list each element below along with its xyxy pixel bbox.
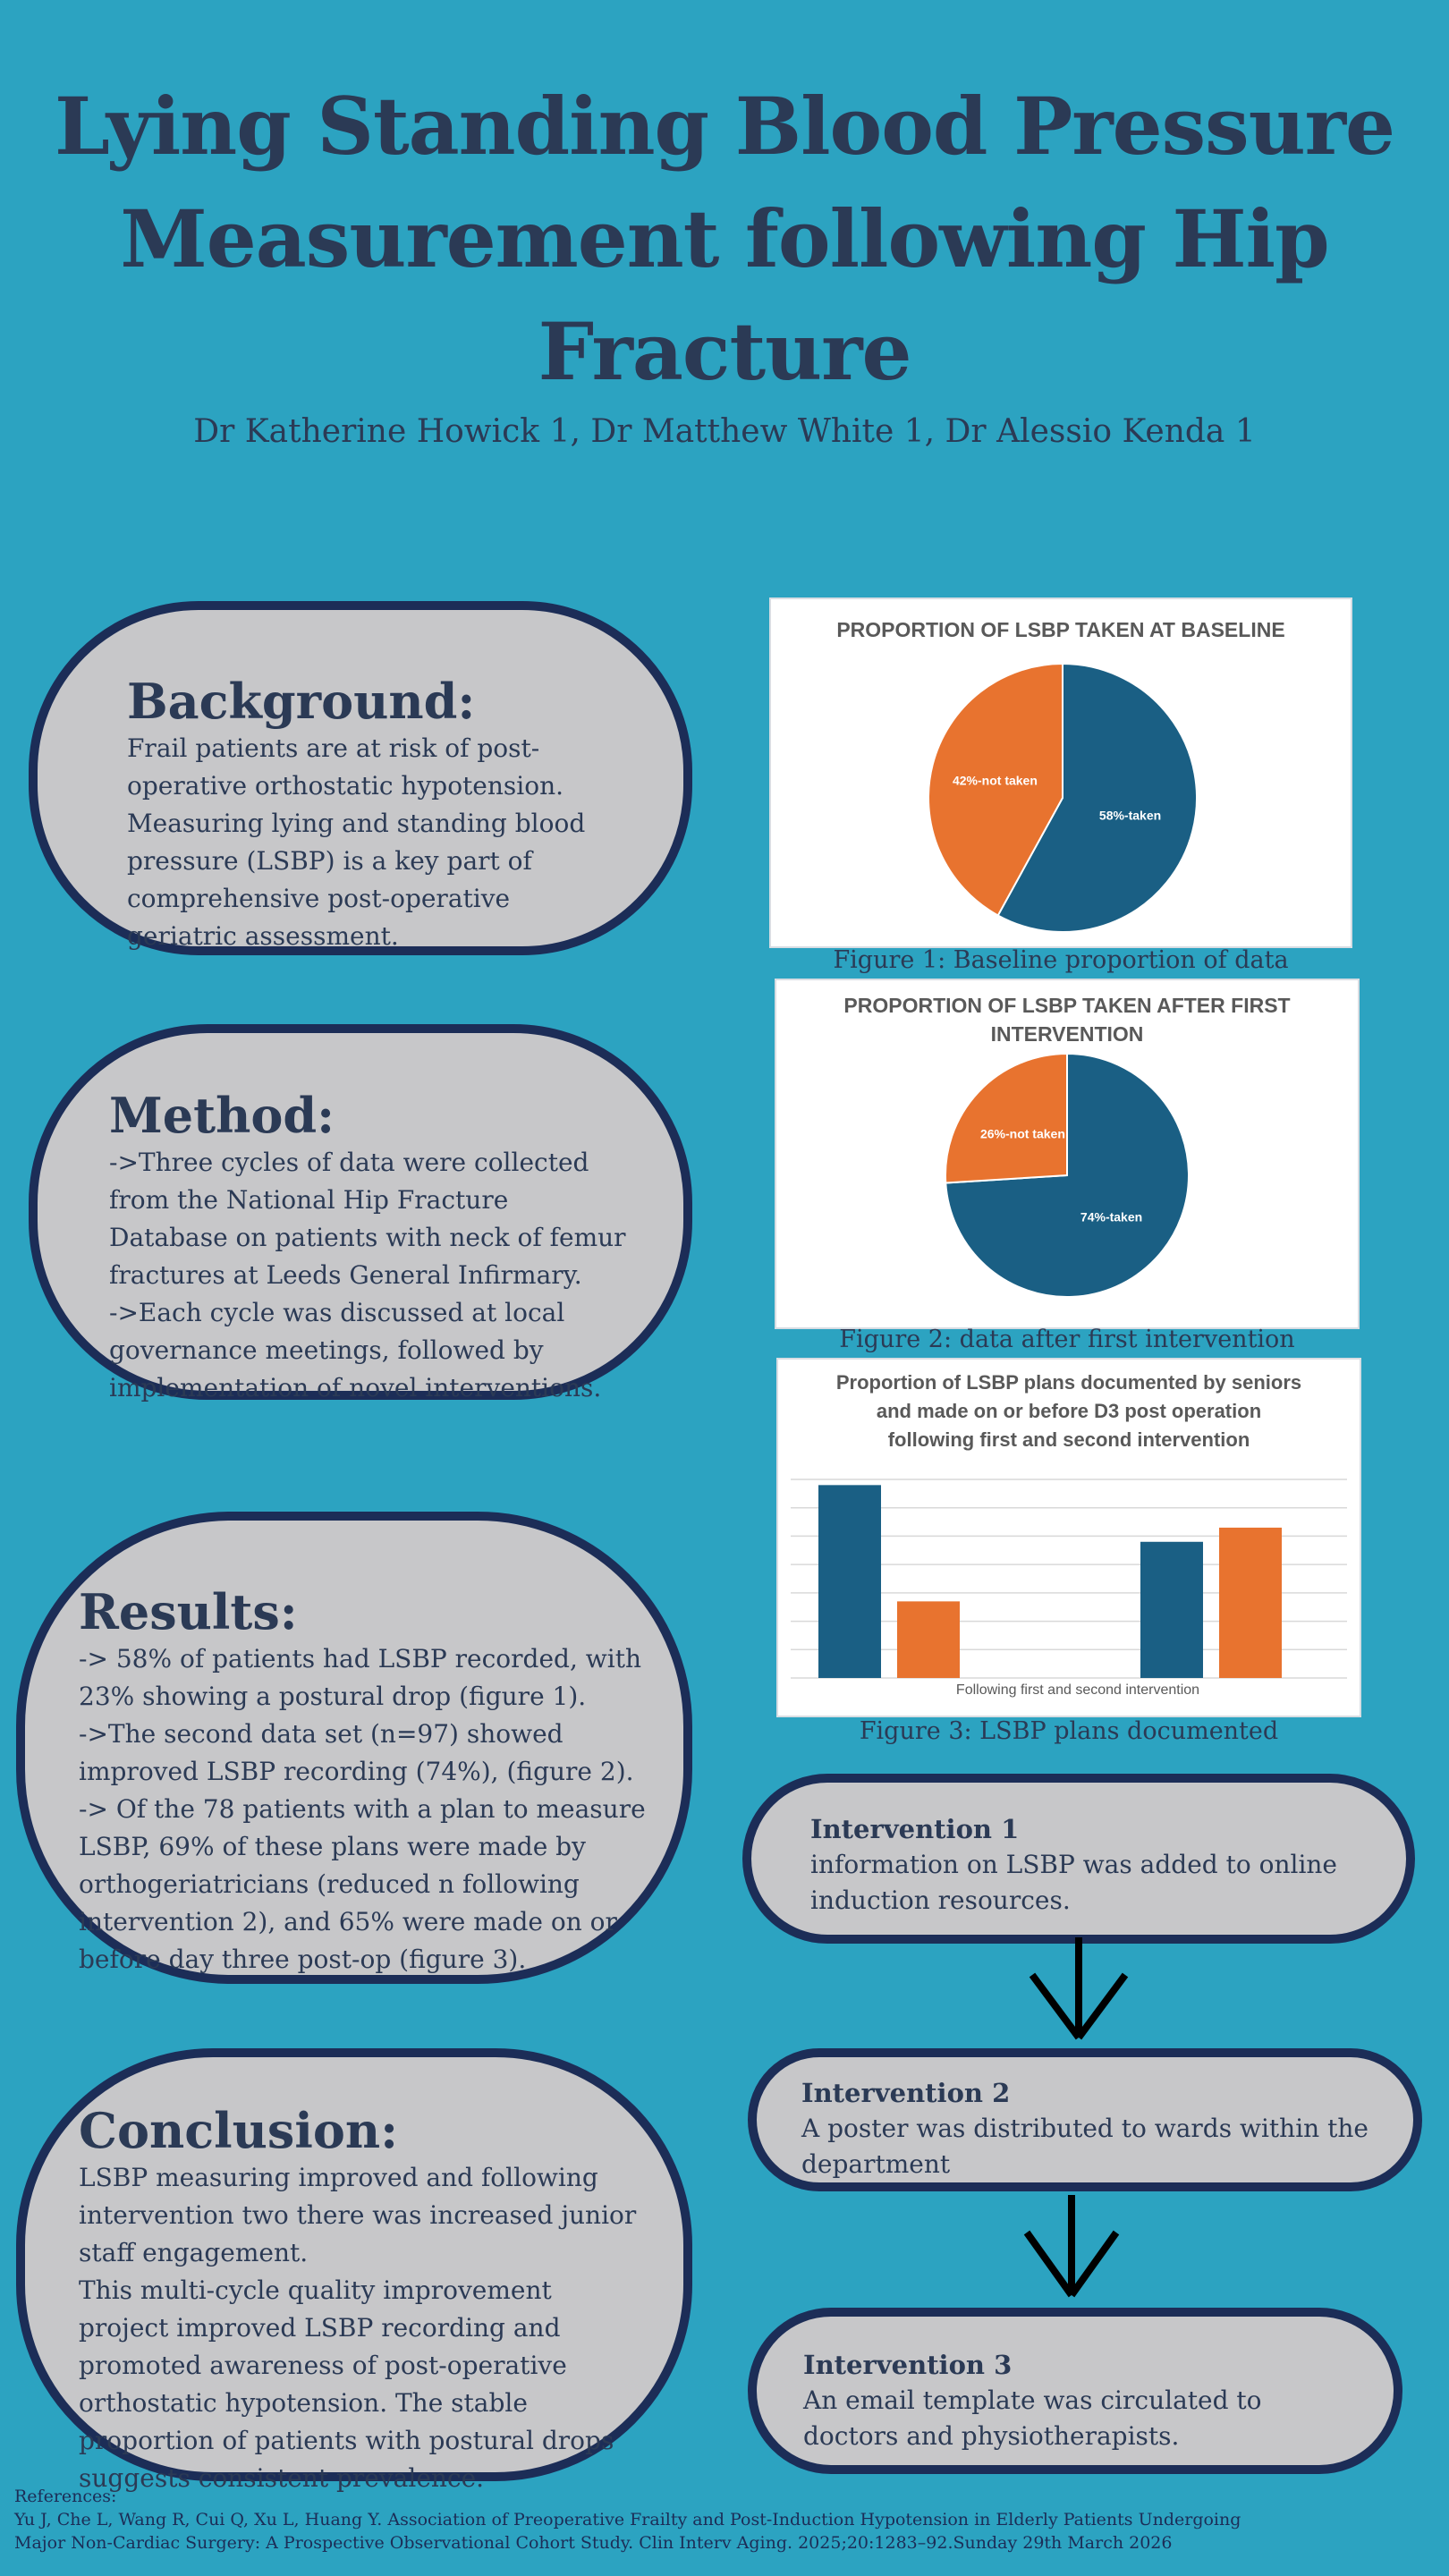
intervention-2-title: Intervention 2 [801, 2078, 1011, 2108]
bar [897, 1601, 960, 1678]
title-line-3: Fracture [538, 305, 912, 398]
intervention-1-title: Intervention 1 [810, 1814, 1020, 1844]
bar [1140, 1541, 1203, 1678]
intervention-2-text: A poster was distributed to wards within… [801, 2114, 1368, 2179]
background-heading: Background: [127, 673, 476, 730]
background-body: Frail patients are at risk of post-opera… [127, 733, 586, 951]
x-axis-label: Following first and second intervention [956, 1682, 1199, 1698]
method-heading: Method: [109, 1087, 335, 1144]
references-heading: References: [14, 2487, 117, 2506]
pie-slice-label: 42%-not taken [953, 774, 1038, 788]
arrow-down-icon [1023, 2195, 1120, 2298]
figure-2-pie: 74%-taken 26%-not taken [945, 1052, 1190, 1298]
results-line: ->The second data set (n=97) showed impr… [79, 1719, 634, 1786]
figure-3-title-line-1: Proportion of LSBP plans documented by s… [835, 1371, 1302, 1394]
intervention-3-title: Intervention 3 [803, 2350, 1013, 2380]
figure-3: Proportion of LSBP plans documented by s… [776, 1358, 1361, 1717]
figure-1: PROPORTION OF LSBP TAKEN AT BASELINE 58%… [769, 597, 1352, 948]
pie-slice [945, 1052, 1068, 1184]
figure-2-title-line-1: PROPORTION OF LSBP TAKEN AFTER FIRST [843, 994, 1291, 1017]
figure-2: PROPORTION OF LSBP TAKEN AFTER FIRST INT… [775, 979, 1360, 1329]
authors: Dr Katherine Howick 1, Dr Matthew White … [193, 413, 1256, 450]
bar [818, 1485, 881, 1678]
conclusion-line: This multi-cycle quality improvement pro… [79, 2275, 614, 2493]
figure-2-title-line-2: INTERVENTION [990, 1022, 1144, 1046]
intervention-3-text: An email template was circulated to doct… [803, 2385, 1262, 2451]
intervention-2: Intervention 2 A poster was distributed … [748, 2048, 1422, 2191]
method-line: ->Each cycle was discussed at local gove… [109, 1298, 602, 1402]
figure-3-caption: Figure 3: LSBP plans documented [859, 1717, 1279, 1745]
pie-slice-label: 26%-not taken [980, 1126, 1065, 1140]
pie-slice-label: 74%-taken [1080, 1210, 1142, 1224]
method-line: ->Three cycles of data were collected fr… [109, 1148, 626, 1290]
pie-slice [996, 662, 1198, 933]
conclusion-heading: Conclusion: [79, 2102, 399, 2159]
conclusion-line: LSBP measuring improved and following in… [79, 2163, 637, 2267]
arrow-down-icon [1029, 1937, 1129, 2040]
pie-slice-label: 58%-taken [1099, 808, 1161, 822]
poster-title: Lying Standing Blood Pressure Measuremen… [54, 70, 1395, 408]
pie-slice [928, 662, 1063, 917]
reference-line: Major Non-Cardiac Surgery: A Prospective… [14, 2533, 1173, 2553]
intervention-1-text: information on LSBP was added to online … [810, 1850, 1337, 1915]
figure-1-pie: 58%-taken 42%-not taken [928, 662, 1198, 933]
figure-1-caption: Figure 1: Baseline proportion of data [833, 946, 1289, 974]
intervention-3: Intervention 3 An email template was cir… [748, 2308, 1402, 2474]
figure-2-caption: Figure 2: data after first intervention [839, 1326, 1295, 1353]
references: References: Yu J, Che L, Wang R, Cui Q, … [14, 2485, 1428, 2555]
background-section: Background: Frail patients are at risk o… [29, 601, 692, 955]
results-heading: Results: [79, 1583, 298, 1640]
figure-1-title: PROPORTION OF LSBP TAKEN AT BASELINE [836, 618, 1285, 641]
results-line: -> Of the 78 patients with a plan to mea… [79, 1794, 646, 1974]
figure-3-title-line-2: and made on or before D3 post operation [876, 1400, 1262, 1422]
title-line-1: Lying Standing Blood Pressure [54, 80, 1395, 173]
method-section: Method: ->Three cycles of data were coll… [29, 1024, 692, 1402]
figure-3-bar-chart: Following first and second intervention [791, 1479, 1347, 1698]
intervention-1: Intervention 1 information on LSBP was a… [742, 1774, 1415, 1944]
bar [1219, 1527, 1282, 1678]
reference-line: Yu J, Che L, Wang R, Cui Q, Xu L, Huang … [14, 2510, 1241, 2529]
title-line-2: Measurement following Hip [120, 192, 1329, 285]
results-section: Results: -> 58% of patients had LSBP rec… [16, 1512, 692, 1984]
results-line: -> 58% of patients had LSBP recorded, wi… [79, 1644, 641, 1711]
figure-3-title-line-3: following first and second intervention [887, 1428, 1250, 1451]
conclusion-section: Conclusion: LSBP measuring improved and … [16, 2048, 692, 2493]
